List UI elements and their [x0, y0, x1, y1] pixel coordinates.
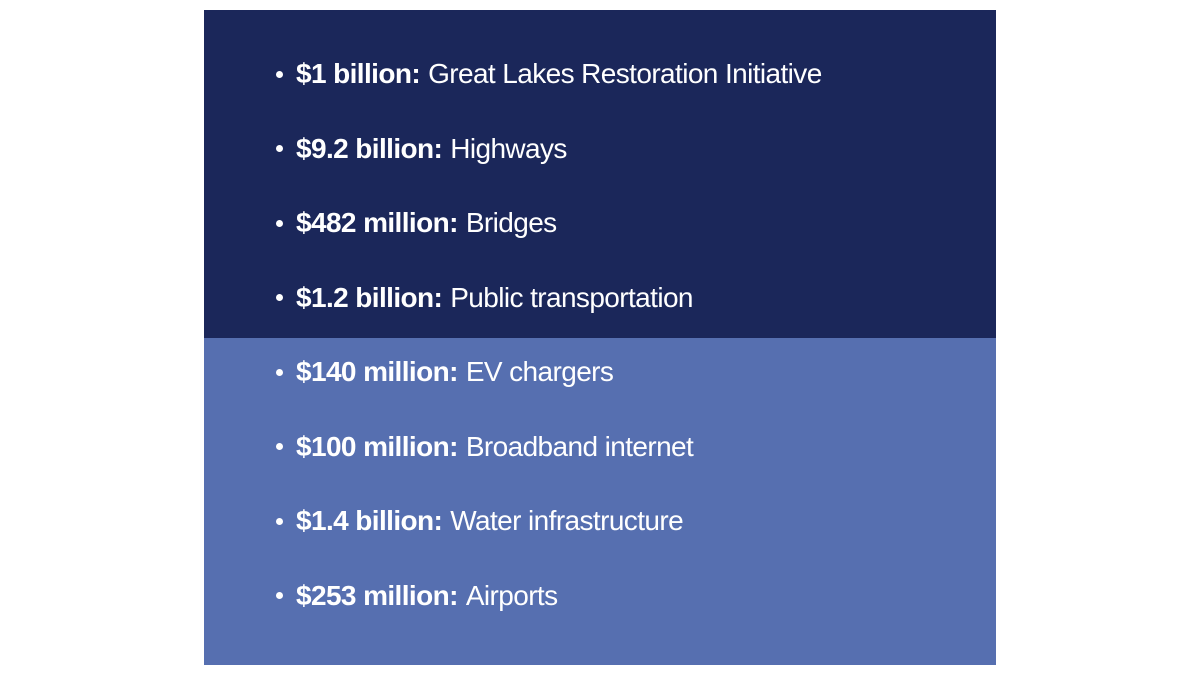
amount: $482 million: [296, 207, 458, 238]
amount: $253 million: [296, 579, 458, 611]
list-item: $100 million: Broadband internet [276, 427, 694, 467]
list-item: $482 million: Bridges [276, 203, 557, 243]
dark-panel: $1 billion: Great Lakes Restoration Initi… [204, 10, 996, 338]
item-label: Water infrastructure [450, 505, 684, 536]
amount: $1 billion: [296, 58, 421, 89]
amount: $140 million: [296, 356, 458, 387]
item-label: Broadband internet [465, 430, 694, 462]
item-label: EV chargers [465, 356, 614, 387]
item-label: Bridges [465, 207, 557, 238]
item-label: Great Lakes Restoration Initiative [428, 58, 822, 89]
amount: $1.4 billion: [296, 505, 443, 536]
item-label: Public transportation [450, 281, 693, 313]
amount: $1.2 billion: [296, 281, 443, 313]
list-item: $1 billion: Great Lakes Restoration Initi… [276, 54, 822, 94]
list-item: $9.2 billion: Highways [276, 129, 567, 169]
list-item: $140 million: EV chargers [276, 352, 614, 392]
list-item: $253 million: Airports [276, 576, 558, 616]
light-panel: $140 million: EV chargers $100 million: Bro… [204, 338, 996, 665]
amount: $9.2 billion: [296, 132, 443, 164]
amount: $100 million: [296, 430, 458, 462]
item-label: Airports [465, 579, 558, 611]
item-label: Highways [450, 132, 567, 164]
list-item: $1.2 billion: Public transportation [276, 278, 693, 318]
list-item: $1.4 billion: Water infrastructure [276, 501, 684, 541]
